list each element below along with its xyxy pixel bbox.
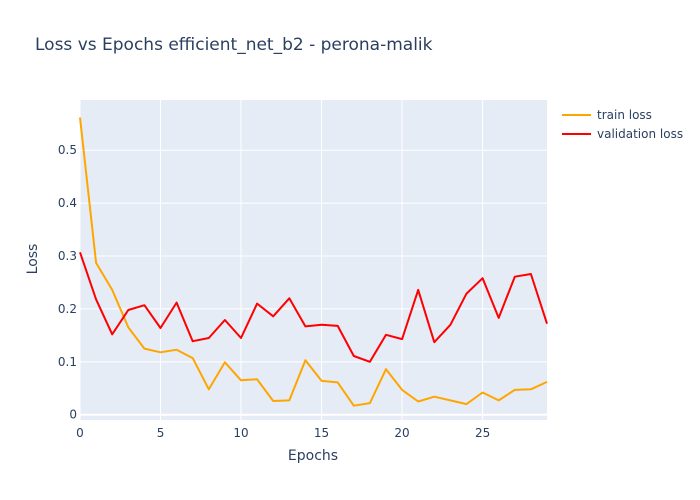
y-tick-label: 0.5 bbox=[58, 143, 77, 157]
x-tick-label: 15 bbox=[314, 426, 329, 440]
y-tick-label: 0.4 bbox=[58, 196, 77, 210]
series-lines bbox=[79, 117, 548, 407]
x-axis-ticks: 0 5 10 15 20 25 bbox=[76, 426, 490, 440]
x-tick-label: 0 bbox=[76, 426, 84, 440]
grid-lines bbox=[79, 100, 547, 420]
y-axis-ticks: 0 0.1 0.2 0.3 0.4 0.5 bbox=[58, 143, 77, 421]
legend-label-train-loss: train loss bbox=[597, 108, 652, 122]
x-tick-label: 25 bbox=[475, 426, 490, 440]
y-tick-label: 0 bbox=[69, 408, 77, 422]
x-tick-label: 10 bbox=[233, 426, 248, 440]
legend-label-validation-loss: validation loss bbox=[597, 127, 683, 141]
x-axis-title: Epochs bbox=[288, 448, 338, 464]
x-tick-label: 5 bbox=[157, 426, 165, 440]
y-tick-label: 0.1 bbox=[58, 355, 77, 369]
y-tick-label: 0.3 bbox=[58, 249, 77, 263]
x-tick-label: 20 bbox=[394, 426, 409, 440]
train-loss-line bbox=[79, 117, 548, 407]
y-axis-title: Loss bbox=[25, 244, 41, 275]
y-tick-label: 0.2 bbox=[58, 302, 77, 316]
plot-area bbox=[80, 100, 547, 420]
validation-loss-line bbox=[79, 251, 548, 363]
legend: train loss validation loss bbox=[562, 108, 683, 141]
chart-title: Loss vs Epochs efficient_net_b2 - perona… bbox=[35, 35, 433, 55]
